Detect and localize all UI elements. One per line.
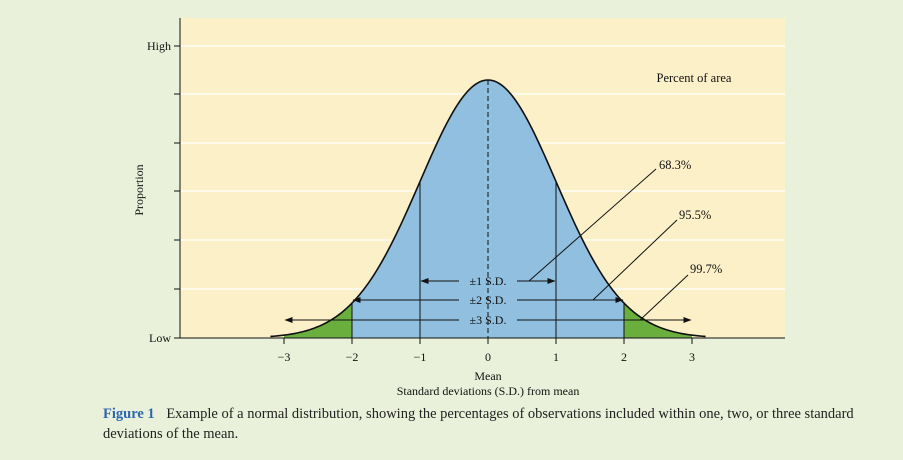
percent-of-area-label: Percent of area: [657, 71, 732, 85]
figure-caption: Figure 1 Example of a normal distributio…: [103, 404, 893, 444]
x-tick-label: 3: [689, 350, 695, 364]
range-label: ±2 S.D.: [470, 293, 507, 307]
y-tick-label-low: Low: [149, 331, 171, 345]
x-tick-label: 1: [553, 350, 559, 364]
x-tick-label: 0: [485, 350, 491, 364]
percent-leader-line: [528, 168, 657, 282]
normal-distribution-chart: High Low Proportion −3 −2 −1 0 1 2 3 MeanStandard …: [132, 18, 785, 398]
x-axis-label-mean: Mean: [474, 369, 501, 383]
caption-label: Figure 1: [103, 406, 155, 422]
percent-leader-line: [639, 274, 689, 321]
range-label: ±3 S.D.: [470, 313, 507, 327]
percent-label: 68.3%: [659, 158, 691, 172]
y-tick-label-high: High: [147, 39, 171, 53]
percent-label: 99.7%: [690, 262, 722, 276]
caption-text: Example of a normal distribution, showin…: [103, 406, 854, 442]
range-label: ±1 S.D.: [470, 274, 507, 288]
percent-label: 95.5%: [679, 208, 711, 222]
x-tick-label: −1: [414, 350, 427, 364]
right-tail-area: [624, 303, 692, 338]
x-tick-label: 2: [621, 350, 627, 364]
x-axis-label: Standard deviations (S.D.) from mean: [397, 384, 580, 398]
x-tick-label: −3: [278, 350, 291, 364]
x-tick-label: −2: [346, 350, 359, 364]
left-tail-area: [284, 303, 352, 338]
y-axis-label: Proportion: [132, 164, 146, 215]
percent-leader-line: [592, 219, 678, 301]
